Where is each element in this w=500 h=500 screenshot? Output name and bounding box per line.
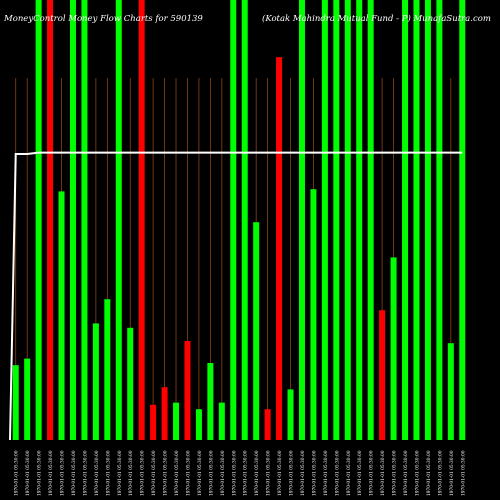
x-tick-label: 1970-01-01 05:30:00: [175, 450, 180, 496]
x-tick-label: 1970-01-01 05:30:00: [370, 450, 375, 496]
x-tick-label: 1970-01-01 05:30:00: [26, 450, 31, 496]
x-tick-label: 1970-01-01 05:30:00: [335, 450, 340, 496]
x-tick-label: 1970-01-01 05:30:00: [290, 450, 295, 496]
bar: [195, 409, 202, 440]
x-tick-label: 1970-01-01 05:30:00: [15, 450, 20, 496]
x-tick-label: 1970-01-01 05:30:00: [106, 450, 111, 496]
bar: [92, 323, 99, 440]
bar: [379, 310, 386, 440]
bar: [173, 402, 180, 440]
x-tick-label: 1970-01-01 05:30:00: [324, 450, 329, 496]
x-tick-label: 1970-01-01 05:30:00: [278, 450, 283, 496]
bar: [241, 0, 248, 440]
x-tick-label: 1970-01-01 05:30:00: [347, 450, 352, 496]
x-tick-label: 1970-01-01 05:30:00: [141, 450, 146, 496]
bar: [104, 299, 111, 440]
x-tick-label: 1970-01-01 05:30:00: [301, 450, 306, 496]
x-tick-label: 1970-01-01 05:30:00: [152, 450, 157, 496]
bar: [321, 0, 328, 440]
bar: [333, 0, 340, 440]
chart-source: (Kotak Mahindra Mutual Fund - P) MunafaS…: [262, 14, 491, 24]
bar: [127, 327, 134, 440]
bar: [207, 363, 214, 440]
price-line: [9, 151, 463, 441]
bar: [184, 341, 191, 440]
x-tick-label: 1970-01-01 05:30:00: [129, 450, 134, 496]
x-tick-label: 1970-01-01 05:30:00: [95, 450, 100, 496]
bar: [35, 0, 42, 440]
x-tick-label: 1970-01-01 05:30:00: [404, 450, 409, 496]
x-axis-labels: 1970-01-01 05:30:00 1970-01-01 05:30:00 19…: [15, 450, 467, 496]
bar: [115, 0, 122, 440]
bar: [138, 0, 145, 440]
x-tick-label: 1970-01-01 05:30:00: [83, 450, 88, 496]
x-tick-label: 1970-01-01 05:30:00: [244, 450, 249, 496]
x-tick-label: 1970-01-01 05:30:00: [209, 450, 214, 496]
bar: [356, 0, 363, 440]
bar: [459, 0, 466, 440]
bars: [12, 0, 466, 440]
x-tick-label: 1970-01-01 05:30:00: [118, 450, 123, 496]
bar: [69, 0, 76, 440]
x-tick-label: 1970-01-01 05:30:00: [415, 450, 420, 496]
bar: [81, 0, 88, 440]
x-tick-label: 1970-01-01 05:30:00: [450, 450, 455, 496]
price-line-path: [9, 151, 463, 441]
x-tick-label: 1970-01-01 05:30:00: [232, 450, 237, 496]
bar: [344, 0, 351, 440]
x-tick-label: 1970-01-01 05:30:00: [221, 450, 226, 496]
x-tick-label: 1970-01-01 05:30:00: [164, 450, 169, 496]
bar: [447, 343, 454, 440]
x-tick-label: 1970-01-01 05:30:00: [186, 450, 191, 496]
bar: [298, 0, 305, 440]
chart-title: MoneyControl Money Flow Charts for 59013…: [4, 14, 203, 24]
x-tick-label: 1970-01-01 05:30:00: [72, 450, 77, 496]
x-tick-label: 1970-01-01 05:30:00: [438, 450, 443, 496]
bar: [253, 222, 260, 440]
bar: [310, 189, 317, 440]
x-tick-label: 1970-01-01 05:30:00: [381, 450, 386, 496]
bar: [150, 404, 157, 440]
bar: [402, 0, 409, 440]
x-tick-label: 1970-01-01 05:30:00: [427, 450, 432, 496]
x-tick-label: 1970-01-01 05:30:00: [255, 450, 260, 496]
bar: [367, 0, 374, 440]
bar: [161, 387, 168, 440]
bar: [12, 365, 19, 440]
bar: [230, 0, 237, 440]
bar: [264, 409, 271, 440]
x-tick-label: 1970-01-01 05:30:00: [61, 450, 66, 496]
bar: [287, 389, 294, 440]
bar: [424, 0, 431, 440]
bar: [413, 0, 420, 440]
x-tick-label: 1970-01-01 05:30:00: [358, 450, 363, 496]
bar: [436, 0, 443, 440]
x-tick-label: 1970-01-01 05:30:00: [312, 450, 317, 496]
bar: [276, 57, 283, 440]
x-tick-label: 1970-01-01 05:30:00: [267, 450, 272, 496]
bar: [24, 358, 31, 440]
x-tick-label: 1970-01-01 05:30:00: [461, 450, 466, 496]
bar: [390, 257, 397, 440]
bar: [58, 191, 65, 440]
x-tick-label: 1970-01-01 05:30:00: [49, 450, 54, 496]
x-tick-label: 1970-01-01 05:30:00: [198, 450, 203, 496]
x-tick-label: 1970-01-01 05:30:00: [393, 450, 398, 496]
bar: [218, 402, 225, 440]
x-tick-label: 1970-01-01 05:30:00: [38, 450, 43, 496]
bar: [47, 0, 54, 440]
